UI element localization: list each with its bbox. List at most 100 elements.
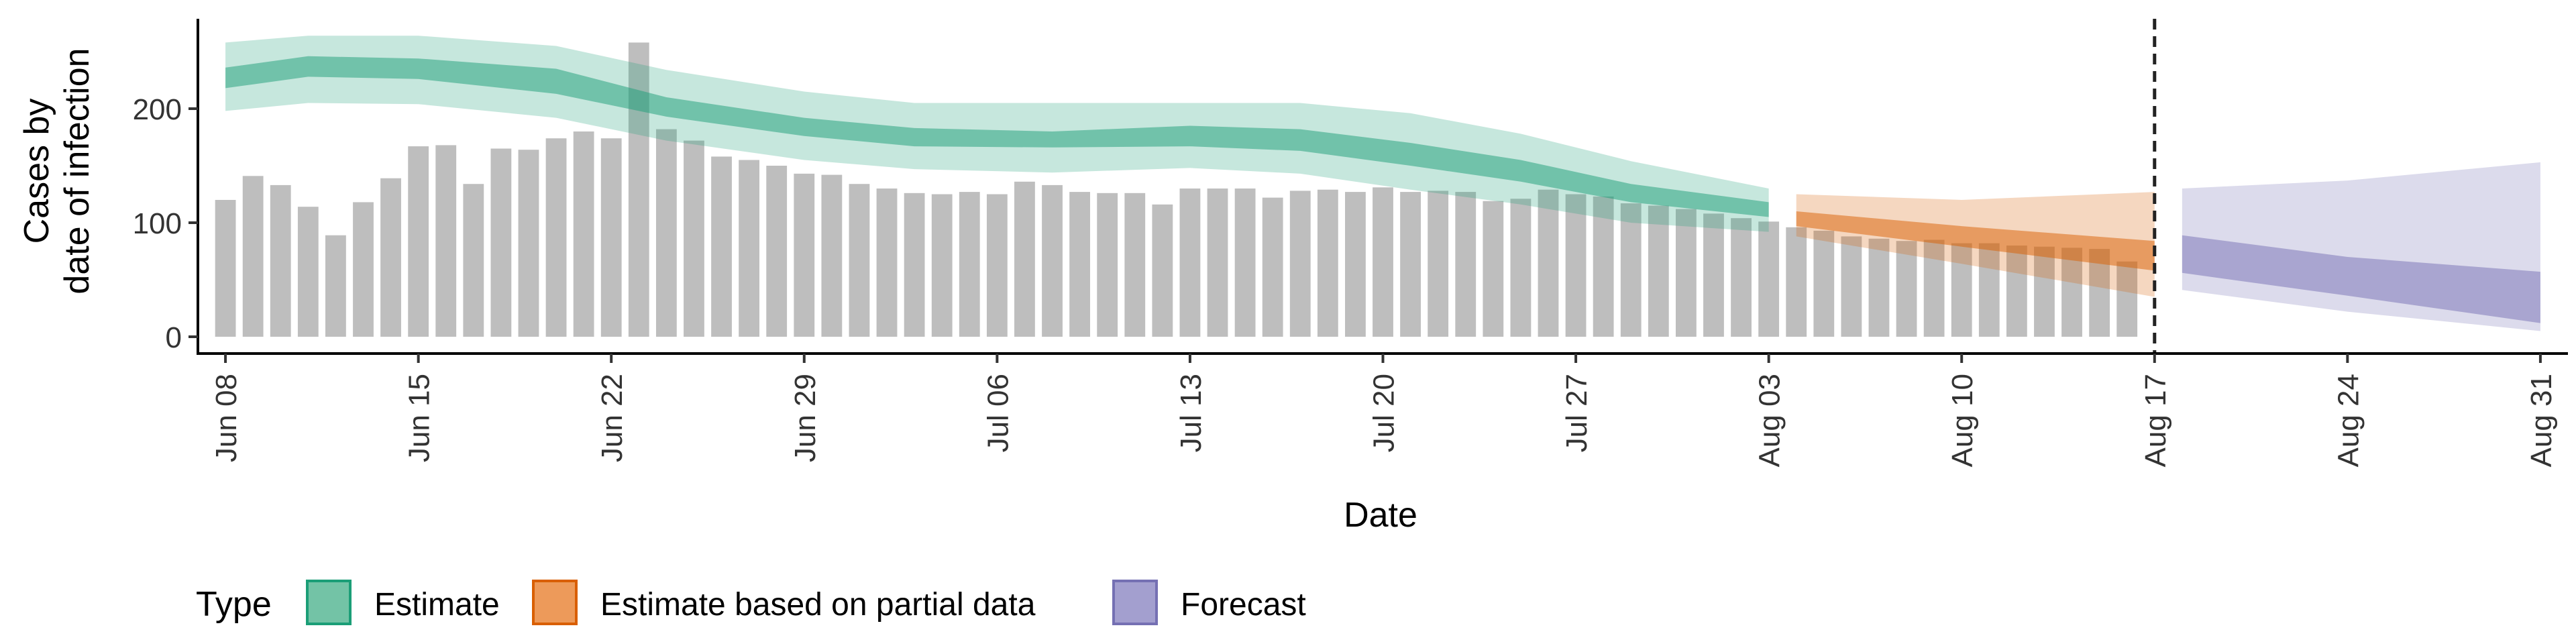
y-tick-label: 200 xyxy=(133,93,182,126)
bar xyxy=(242,176,264,337)
x-tick-label: Jun 22 xyxy=(596,374,629,462)
bar xyxy=(1124,193,1146,337)
forecast-50-interval xyxy=(2182,235,2540,323)
y-tick-labels: 0 100 200 xyxy=(133,93,182,354)
bar xyxy=(711,156,732,337)
estimate-50-interval xyxy=(225,56,1769,217)
x-tick-label: Jul 20 xyxy=(1368,374,1401,452)
bar xyxy=(876,189,898,337)
bar xyxy=(684,140,704,337)
x-tick-label: Aug 17 xyxy=(2139,374,2172,467)
x-axis-label: Date xyxy=(1344,496,1417,535)
bar xyxy=(1289,191,1311,337)
bar xyxy=(1868,238,1890,337)
bar xyxy=(1455,192,1477,337)
bar xyxy=(1152,204,1173,337)
bar xyxy=(739,160,760,337)
bar xyxy=(904,193,925,337)
bar xyxy=(2034,246,2055,337)
bar xyxy=(408,146,429,337)
legend-key xyxy=(306,580,352,625)
legend: Type Estimate Estimate based on partial d… xyxy=(196,580,1306,625)
legend-key xyxy=(1112,580,1158,625)
bar xyxy=(215,200,236,337)
bar xyxy=(1538,189,1559,337)
x-tick-labels: Jun 08 Jun 15 Jun 22 Jun 29 Jul 06 Jul 13 Jul … xyxy=(210,374,2558,467)
bar xyxy=(655,129,677,337)
bar xyxy=(1483,201,1504,337)
bar xyxy=(1317,189,1338,337)
ribbons-layer xyxy=(225,36,2540,331)
bar xyxy=(1179,189,1201,337)
x-tick-label: Jun 08 xyxy=(210,374,243,462)
bar xyxy=(297,207,319,337)
bar xyxy=(2006,246,2027,337)
bar xyxy=(463,184,484,337)
legend-key xyxy=(532,580,578,625)
bar xyxy=(545,138,567,337)
bar xyxy=(1400,192,1421,337)
bar xyxy=(931,194,953,337)
bar xyxy=(1510,199,1532,337)
bar xyxy=(1620,203,1642,337)
x-tick-label: Jul 13 xyxy=(1175,374,1208,452)
bar xyxy=(1345,192,1366,337)
bar xyxy=(1813,230,1835,337)
bars-layer xyxy=(215,42,2138,337)
bar xyxy=(1234,189,1256,337)
bar xyxy=(600,138,622,337)
bar xyxy=(1978,243,2000,337)
bar xyxy=(1565,194,1587,337)
bar xyxy=(1841,236,1862,337)
bar xyxy=(518,150,539,337)
bar xyxy=(1896,241,1917,337)
bar xyxy=(1951,243,1972,337)
bar xyxy=(1593,196,1614,337)
bar xyxy=(1262,197,1283,337)
bar xyxy=(1923,239,1945,337)
bar xyxy=(1373,187,1393,337)
bar xyxy=(325,235,346,337)
x-tick-label: Jul 27 xyxy=(1560,374,1593,452)
x-tick-label: Aug 03 xyxy=(1754,374,1786,467)
axes-layer xyxy=(189,19,2568,363)
y-tick-label: 100 xyxy=(133,207,182,240)
bar xyxy=(849,184,870,337)
bar xyxy=(1675,209,1697,337)
legend-title: Type xyxy=(196,585,272,624)
bar xyxy=(1428,191,1449,337)
y-axis-label-line-2: date of infection xyxy=(58,48,97,294)
bar xyxy=(380,178,401,337)
estimate-based-on-partial-data-50-interval xyxy=(1796,211,2155,271)
bar xyxy=(1014,181,1035,337)
legend-items: Estimate Estimate based on partial data Fo… xyxy=(306,580,1306,625)
x-tick-label: Jul 06 xyxy=(981,374,1014,452)
bar xyxy=(1042,184,1063,337)
bar xyxy=(1648,205,1669,337)
bar xyxy=(270,184,291,337)
bar xyxy=(794,173,815,337)
x-tick-label: Jun 29 xyxy=(789,374,822,462)
bar xyxy=(2061,248,2082,337)
legend-label: Estimate xyxy=(374,587,500,623)
y-tick-label: 0 xyxy=(166,321,182,354)
bar xyxy=(986,194,1008,337)
x-tick-label: Jun 15 xyxy=(403,374,436,462)
bar xyxy=(1786,227,1807,337)
x-tick-label: Aug 24 xyxy=(2332,374,2365,467)
bar xyxy=(2116,261,2138,337)
bar xyxy=(1731,218,1752,337)
bar xyxy=(435,145,457,337)
bar xyxy=(1069,192,1091,337)
legend-label: Estimate based on partial data xyxy=(600,587,1036,623)
x-tick-label: Aug 10 xyxy=(1946,374,1979,467)
bar xyxy=(353,202,374,337)
bar xyxy=(959,192,980,337)
bar xyxy=(1703,213,1724,337)
bar xyxy=(573,131,594,337)
bar xyxy=(766,166,788,337)
bar xyxy=(1758,221,1780,337)
bar xyxy=(821,174,843,337)
bar xyxy=(490,148,512,337)
